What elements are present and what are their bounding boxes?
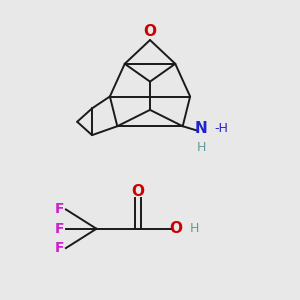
Text: -H: -H bbox=[214, 122, 228, 135]
Text: F: F bbox=[55, 241, 64, 255]
Text: O: O bbox=[143, 24, 157, 39]
Text: H: H bbox=[190, 222, 199, 235]
Text: N: N bbox=[195, 121, 208, 136]
Text: H: H bbox=[196, 140, 206, 154]
Text: F: F bbox=[55, 202, 64, 216]
Text: F: F bbox=[55, 222, 64, 236]
Text: O: O bbox=[132, 184, 145, 199]
Text: O: O bbox=[169, 221, 182, 236]
